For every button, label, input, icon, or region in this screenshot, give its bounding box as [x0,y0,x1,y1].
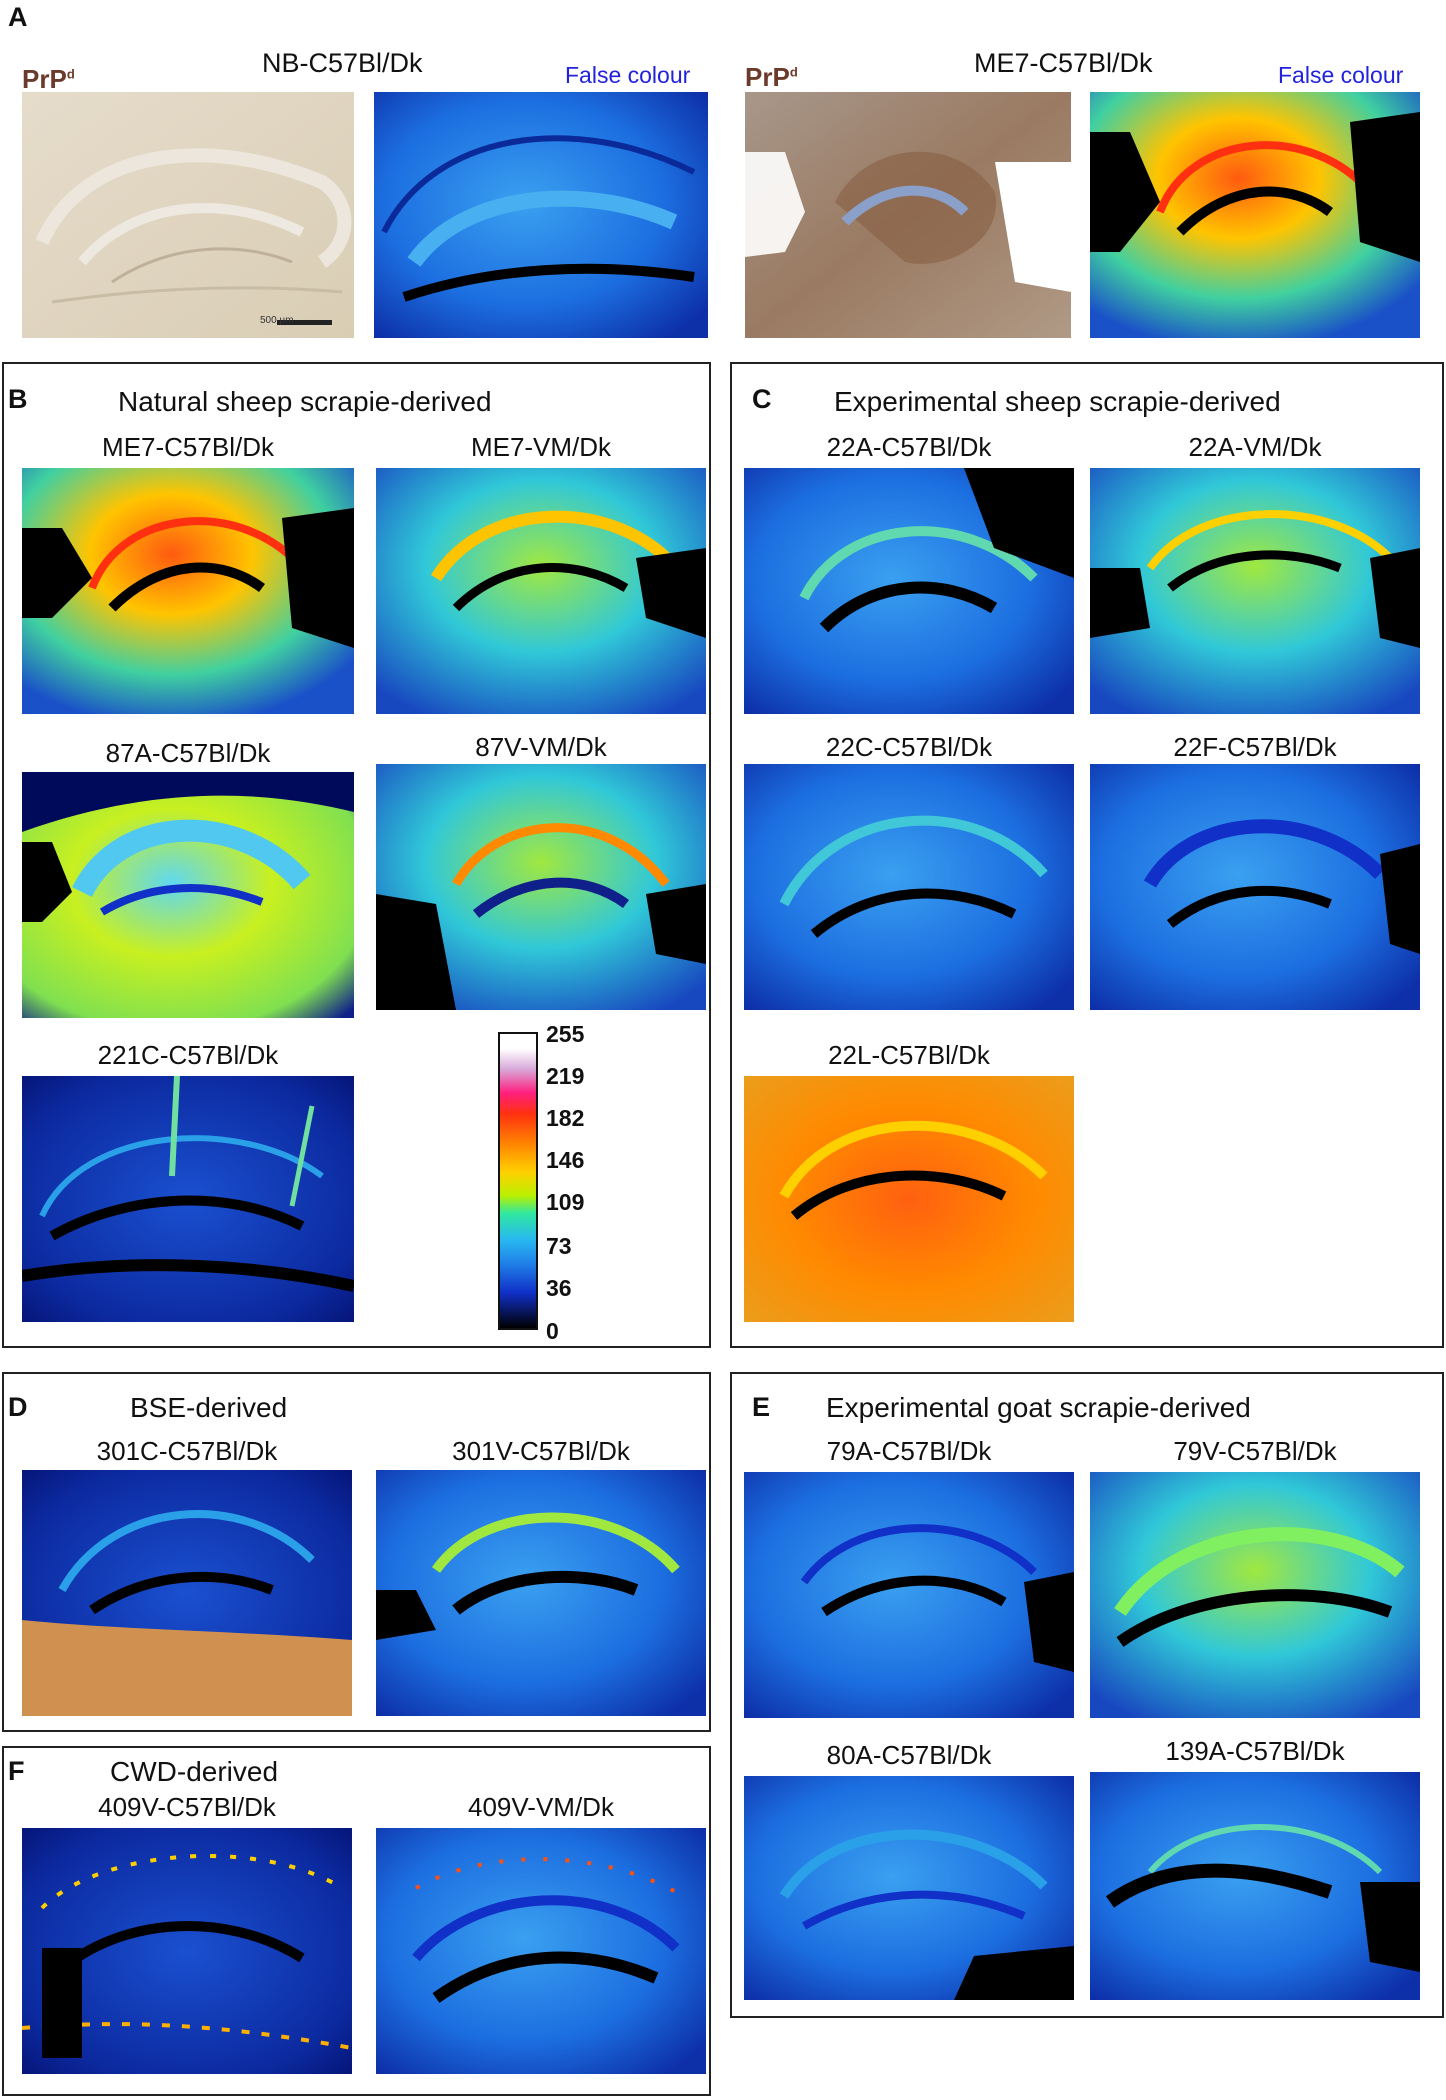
colorbar-tick-146: 146 [546,1147,585,1173]
139a-c57-image [1090,1772,1420,2000]
panel-d-frame [2,1372,711,1732]
colorbar-tick-73: 73 [546,1233,572,1259]
panel-c-label-2: 22A-VM/Dk [1188,432,1322,462]
panel-f-title: CWD-derived [110,1756,279,1787]
panel-b-label-3: 87A-C57Bl/Dk [105,738,271,768]
scale-bar-label: 500 µm [260,315,294,326]
87a-c57-image [22,772,354,1018]
prpd-label-left: PrPd [22,64,75,94]
panel-c-title: Experimental sheep scrapie-derived [834,386,1281,417]
panel-d-label-2: 301V-C57Bl/Dk [452,1436,630,1466]
panel-b-letter: B [8,384,28,414]
me7-vm-image [376,468,706,714]
panel-d-letter: D [8,1392,28,1422]
panel-e-letter: E [752,1392,771,1422]
prpd-label-right: PrPd [745,62,798,92]
22f-c57-image [1090,764,1420,1010]
87v-vm-image [376,764,706,1010]
301c-c57-image [22,1470,352,1716]
panel-b-label-1: ME7-C57Bl/Dk [102,432,274,462]
79a-c57-image [744,1472,1074,1718]
panel-c-label-1: 22A-C57Bl/Dk [826,432,992,462]
panel-c-letter: C [752,384,772,414]
panel-c-label-5: 22L-C57Bl/Dk [828,1040,990,1070]
panel-f-label-1: 409V-C57Bl/Dk [98,1792,276,1822]
panel-a-right-title: ME7-C57Bl/Dk [974,48,1153,78]
colorbar-tick-0: 0 [546,1318,559,1344]
nb-false-colour-image [374,92,708,338]
301v-c57-image [376,1470,706,1716]
79v-c57-image [1090,1472,1420,1718]
panel-b-title: Natural sheep scrapie-derived [118,386,492,417]
panel-f-label-2: 409V-VM/Dk [468,1792,614,1822]
panel-e-label-4: 139A-C57Bl/Dk [1165,1736,1345,1766]
colorbar-tick-109: 109 [546,1189,585,1215]
colorbar [498,1032,538,1330]
panel-c-frame [730,362,1444,1348]
colorbar-tick-255: 255 [546,1021,585,1047]
panel-f-frame [2,1746,711,2096]
221c-c57-image [22,1076,354,1322]
panel-b-label-4: 87V-VM/Dk [475,732,607,762]
panel-c-label-3: 22C-C57Bl/Dk [825,732,993,762]
panel-e-label-2: 79V-C57Bl/Dk [1173,1436,1337,1466]
panel-d-title: BSE-derived [130,1392,288,1423]
panel-a-letter: A [8,2,28,32]
panel-e-frame [730,1372,1444,2018]
false-colour-label-left: False colour [565,62,691,88]
panel-b-frame [2,362,711,1348]
panel-d-label-1: 301C-C57Bl/Dk [96,1436,278,1466]
409v-c57-image [22,1828,352,2074]
409v-vm-image [376,1828,706,2074]
22l-c57-image [744,1076,1074,1322]
me7-brightfield-image [745,92,1071,338]
22c-c57-image [744,764,1074,1010]
false-colour-label-right: False colour [1278,62,1404,88]
colorbar-tick-36: 36 [546,1275,572,1301]
colorbar-tick-219: 219 [546,1063,585,1089]
colorbar-tick-182: 182 [546,1105,585,1131]
22a-vm-image [1090,468,1420,714]
panel-e-label-1: 79A-C57Bl/Dk [826,1436,992,1466]
nb-brightfield-image [22,92,354,338]
panel-b-label-2: ME7-VM/Dk [470,432,612,462]
panel-f-letter: F [8,1756,25,1786]
panel-c-label-4: 22F-C57Bl/Dk [1173,732,1337,762]
panel-b-label-5: 221C-C57Bl/Dk [97,1040,279,1070]
panel-a-left-title: NB-C57Bl/Dk [262,48,423,78]
me7-false-colour-image-a [1090,92,1420,338]
22a-c57-image [744,468,1074,714]
panel-e-title: Experimental goat scrapie-derived [826,1392,1251,1423]
80a-c57-image [744,1776,1074,2000]
panel-e-label-3: 80A-C57Bl/Dk [826,1740,992,1770]
me7-c57-image [22,468,354,714]
